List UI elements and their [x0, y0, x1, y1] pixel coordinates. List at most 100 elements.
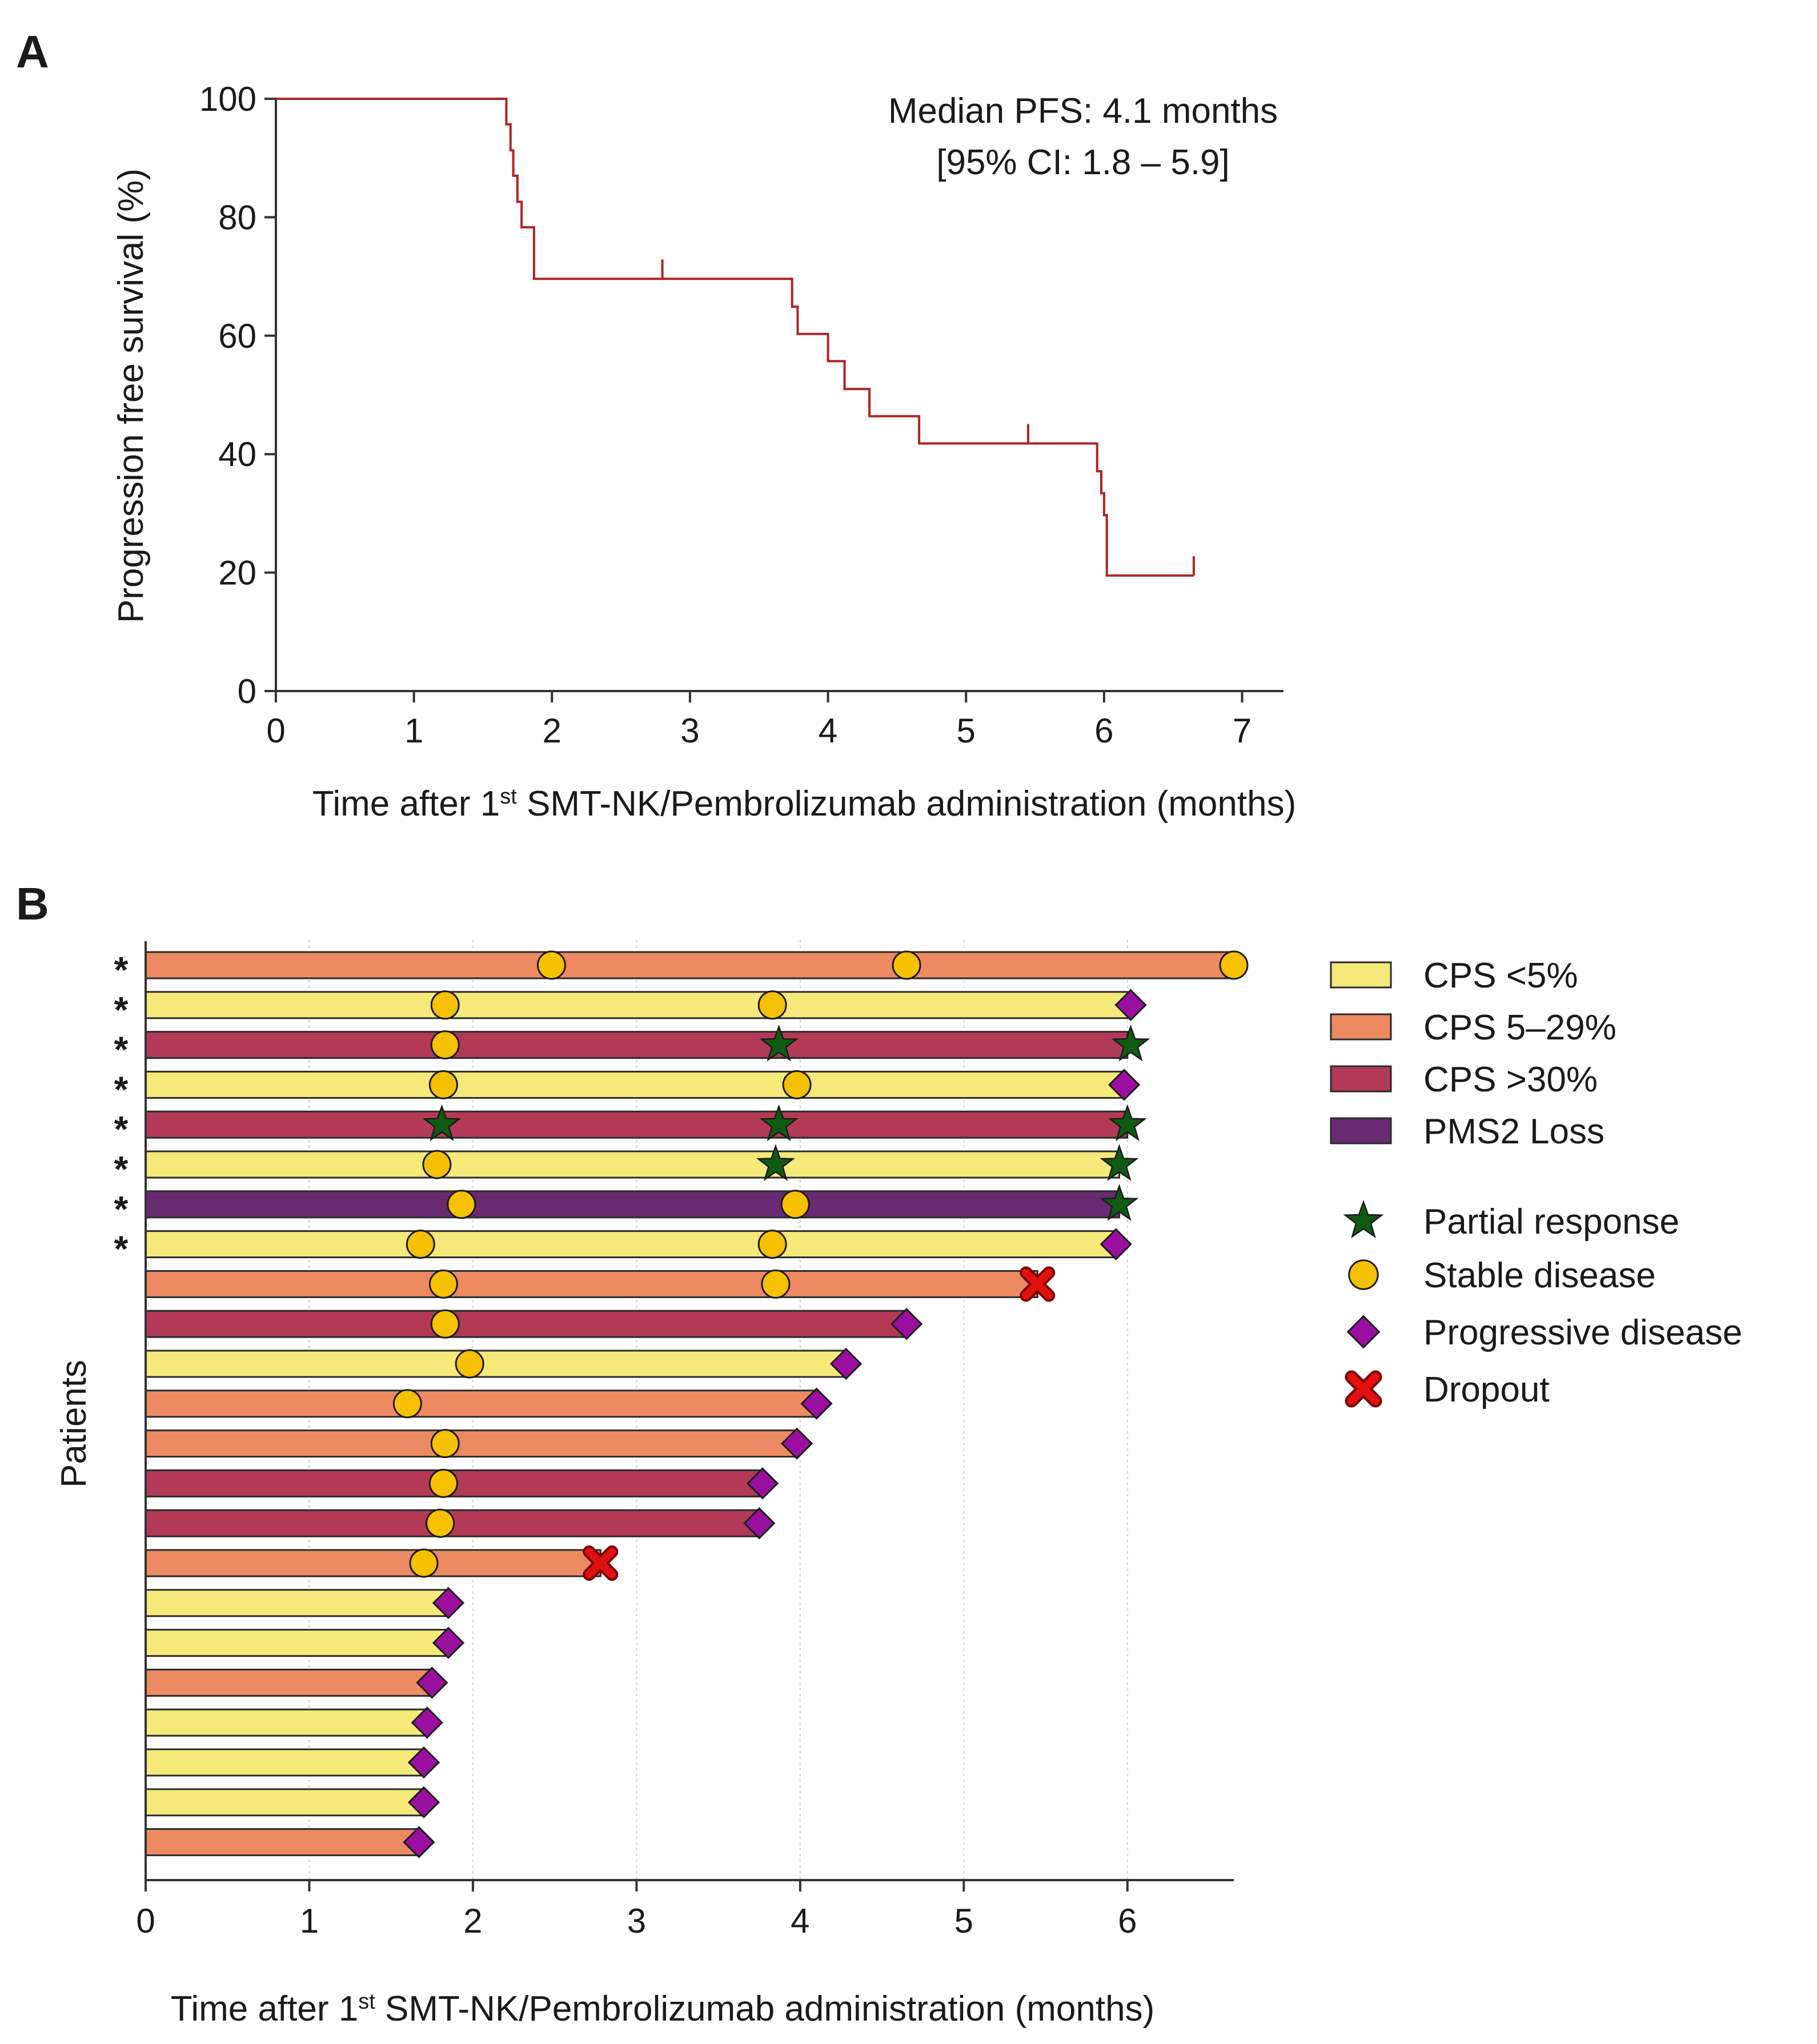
panel-b-x-tick-label: 1	[300, 1902, 319, 1940]
patient-9-stable-disease-marker	[428, 1269, 458, 1299]
panel-b-x-tick-label: 3	[627, 1902, 646, 1940]
patient-14-stable-disease-marker	[428, 1468, 458, 1498]
panel-a-y-tick-label: 60	[218, 317, 256, 355]
patient-10-stable-disease-marker	[430, 1309, 460, 1339]
legend-dropout-icon-stroke-b	[1347, 1372, 1380, 1405]
panel-a-x-tick-label: 6	[1094, 712, 1113, 750]
km-survival-curve	[276, 98, 1194, 577]
patient-asterisk: *	[114, 1029, 129, 1070]
panel-a-y-axis-title: Progression free survival (%)	[111, 168, 151, 623]
patient-bar-20	[145, 1708, 428, 1737]
patient-bar-19	[145, 1668, 433, 1697]
legend-progressive-disease-icon	[1346, 1315, 1381, 1349]
legend-label-dropout: Dropout	[1423, 1370, 1550, 1409]
patient-4-stable-disease-marker	[782, 1070, 812, 1099]
patient-bar-6	[145, 1150, 1120, 1179]
patient-9-stable-disease-marker	[761, 1269, 791, 1299]
patient-bar-17	[145, 1589, 450, 1617]
patient-15-stable-disease-marker	[426, 1508, 455, 1538]
panel-b-x-tick-label: 4	[791, 1902, 809, 1940]
patient-bar-7	[145, 1190, 1120, 1219]
panel-a-x-tick-label: 5	[957, 712, 976, 750]
patient-13-stable-disease-marker	[430, 1429, 460, 1459]
patient-10-progressive-disease-marker	[890, 1308, 923, 1340]
patient-17-progressive-disease-marker	[432, 1587, 465, 1619]
patient-7-partial-response-marker	[1100, 1184, 1139, 1221]
patient-bar-13	[145, 1429, 798, 1458]
legend-label-cps-5-29: CPS 5–29%	[1423, 1008, 1617, 1047]
patient-8-stable-disease-marker	[757, 1230, 787, 1259]
patient-13-progressive-disease-marker	[781, 1427, 813, 1460]
patient-5-partial-response-marker	[1108, 1104, 1147, 1142]
patient-11-stable-disease-marker	[455, 1349, 484, 1379]
patient-bar-12	[145, 1390, 818, 1418]
patient-bar-3	[145, 1031, 1129, 1059]
legend-label-pms2-loss: PMS2 Loss	[1423, 1112, 1605, 1151]
patient-bar-2	[145, 991, 1129, 1019]
patient-bar-22	[145, 1788, 425, 1817]
patient-1-stable-disease-marker	[892, 950, 921, 980]
legend-swatch-cps-5	[1330, 961, 1392, 989]
patient-asterisk: *	[114, 949, 129, 990]
panel-a-y-tick-label: 40	[218, 435, 256, 473]
legend-swatch-pms2-loss	[1330, 1117, 1392, 1145]
patient-asterisk: *	[114, 1069, 129, 1110]
patient-19-progressive-disease-marker	[416, 1666, 448, 1699]
patient-12-stable-disease-marker	[392, 1389, 422, 1419]
legend-stable-disease-icon	[1348, 1259, 1379, 1290]
panel-a-y-tick-label: 0	[238, 672, 256, 710]
panel-a-x-tick-label: 0	[266, 712, 285, 750]
patient-7-stable-disease-marker	[780, 1190, 810, 1219]
patient-3-partial-response-marker	[1111, 1024, 1150, 1062]
ci-annotation: [95% CI: 1.8 – 5.9]	[936, 143, 1230, 182]
patient-5-partial-response-marker	[759, 1104, 799, 1142]
patient-8-progressive-disease-marker	[1100, 1228, 1132, 1260]
patient-9-dropout-marker-stroke-b	[1022, 1268, 1053, 1300]
panel-a-km-chart: A 0 20 40 60 80 100 0 1 2 3 4 5 6 7 Progression free…	[16, 26, 1296, 824]
patient-7-stable-disease-marker	[447, 1190, 476, 1219]
panel-a-x-tick-label: 1	[404, 712, 423, 750]
patient-5-partial-response-marker	[422, 1104, 462, 1142]
panel-a-x-tick-label: 3	[680, 712, 699, 750]
patient-16-dropout-marker	[583, 1545, 619, 1581]
patient-1-stable-disease-marker	[1219, 950, 1249, 980]
patient-3-stable-disease-marker	[430, 1030, 460, 1060]
panel-b-x-tick-label: 5	[954, 1902, 973, 1940]
legend-label-partial-response: Partial response	[1423, 1202, 1679, 1242]
panel-b-x-tick-label: 6	[1118, 1902, 1137, 1940]
patient-3-partial-response-marker	[759, 1024, 799, 1062]
patient-asterisk: *	[114, 1228, 129, 1270]
patient-asterisk: *	[114, 1109, 129, 1150]
patient-16-dropout-marker-stroke-b	[585, 1548, 616, 1579]
patient-11-progressive-disease-marker	[829, 1347, 863, 1380]
legend-swatch-cps-5-29	[1330, 1013, 1392, 1041]
patient-12-progressive-disease-marker	[800, 1387, 833, 1420]
patient-21-progressive-disease-marker	[407, 1746, 440, 1779]
patient-bar-23	[145, 1828, 420, 1857]
panel-b-legend: CPS <5% CPS 5–29% CPS >30% PMS2 Loss Partial…	[1330, 956, 1742, 1409]
patient-22-progressive-disease-marker	[407, 1786, 440, 1818]
patient-bar-8	[145, 1230, 1117, 1259]
patient-18-progressive-disease-marker	[432, 1627, 465, 1659]
patient-6-partial-response-marker	[1100, 1144, 1139, 1181]
panel-b-x-axis-title: Time after 1st SMT-NK/Pembrolizumab admi…	[171, 1989, 1154, 2029]
panel-a-label: A	[16, 26, 49, 77]
patient-bar-5	[145, 1110, 1129, 1139]
patient-1-stable-disease-marker	[536, 950, 566, 980]
patient-2-progressive-disease-marker	[1114, 989, 1147, 1021]
legend-label-cps-30: CPS >30%	[1423, 1060, 1598, 1099]
patient-bar-4	[145, 1070, 1125, 1099]
patient-15-progressive-disease-marker	[743, 1507, 776, 1540]
legend-label-progressive-disease: Progressive disease	[1423, 1313, 1742, 1352]
panel-b-x-tick-label: 0	[136, 1902, 155, 1940]
patient-bar-21	[145, 1748, 425, 1777]
patient-bar-11	[145, 1350, 847, 1378]
patient-9-dropout-marker	[1020, 1266, 1056, 1302]
patient-8-stable-disease-marker	[406, 1230, 435, 1259]
patient-bar-18	[145, 1629, 450, 1657]
patient-23-progressive-disease-marker	[403, 1826, 435, 1858]
panel-b-x-tick-label: 2	[463, 1902, 482, 1940]
patient-bar-1	[145, 951, 1235, 979]
patient-2-stable-disease-marker	[430, 990, 460, 1020]
legend-label-cps-5: CPS <5%	[1423, 956, 1578, 995]
